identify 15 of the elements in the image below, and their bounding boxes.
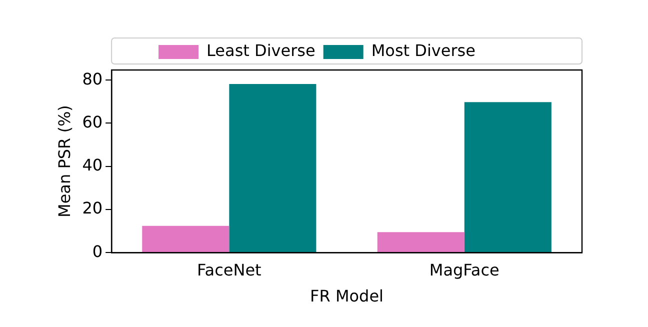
- x-tick-label: MagFace: [429, 260, 500, 280]
- x-axis-title: FR Model: [310, 286, 384, 306]
- bar: [142, 226, 230, 252]
- y-tick-label: 80: [82, 69, 103, 88]
- bar: [464, 102, 552, 252]
- y-tick-label: 20: [82, 198, 103, 218]
- x-tick-label: FaceNet: [197, 260, 262, 280]
- y-tick-label: 40: [82, 156, 103, 175]
- bar: [377, 232, 464, 252]
- bar: [229, 84, 316, 252]
- y-tick-label: 0: [92, 242, 103, 261]
- y-tick-label: 60: [82, 112, 103, 132]
- legend-label: Least Diverse: [206, 41, 316, 60]
- legend-label: Most Diverse: [371, 41, 476, 60]
- y-axis-title: Mean PSR (%): [54, 105, 74, 218]
